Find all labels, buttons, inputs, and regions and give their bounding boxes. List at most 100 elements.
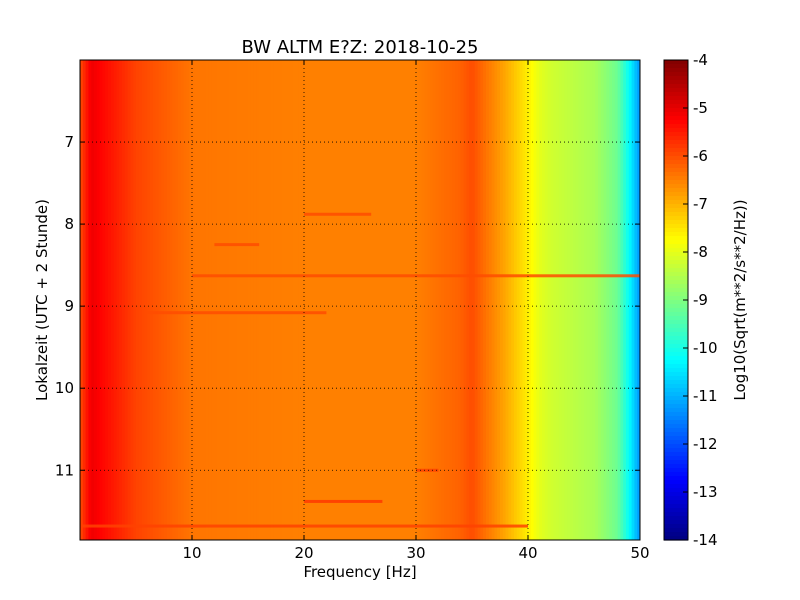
colorbar-segment [664, 420, 688, 425]
heatmap-column [623, 60, 627, 540]
colorbar-segment [664, 464, 688, 469]
colorbar-segment [664, 452, 688, 457]
colorbar-segment [664, 184, 688, 189]
colorbar-segment [664, 64, 688, 69]
colorbar-segment [664, 404, 688, 409]
colorbar-segment [664, 328, 688, 333]
heatmap-column [155, 60, 159, 540]
colorbar-segment [664, 456, 688, 461]
heatmap-column [318, 60, 322, 540]
colorbar-segment [664, 496, 688, 501]
heatmap-column [99, 60, 103, 540]
x-tick-label: 20 [294, 544, 313, 562]
heatmap-column [365, 60, 369, 540]
heatmap-column [256, 60, 260, 540]
heatmap-column [119, 60, 123, 540]
colorbar-segment [664, 524, 688, 529]
colorbar-segment [664, 208, 688, 213]
heatmap-column [304, 60, 308, 540]
x-tick-label: 50 [630, 544, 649, 562]
colorbar-segment [664, 288, 688, 293]
heatmap-column [180, 60, 185, 540]
heatmap-column [298, 60, 302, 540]
colorbar-segment [664, 144, 688, 149]
heatmap-column [360, 60, 364, 540]
colorbar-segment [664, 104, 688, 109]
colorbar-segment [664, 324, 688, 329]
heatmap-column [136, 60, 140, 540]
y-tick-label: 9 [64, 297, 74, 315]
y-tick-label: 8 [64, 215, 74, 233]
heatmap-column [486, 60, 490, 540]
heatmap-column [309, 60, 313, 540]
colorbar-segment [664, 368, 688, 373]
heatmap-column [578, 60, 582, 540]
heatmap-column [572, 60, 577, 540]
heatmap-column [631, 60, 635, 540]
heatmap-column [438, 60, 442, 540]
heatmap-column [584, 60, 588, 540]
heatmap-column [161, 60, 165, 540]
colorbar-segment [664, 200, 688, 205]
colorbar-segment [664, 112, 688, 117]
heatmap-column [497, 60, 501, 540]
heatmap-column [326, 60, 330, 540]
colorbar-segment [664, 332, 688, 337]
heatmap-column [533, 60, 537, 540]
colorbar-segment [664, 376, 688, 381]
heatmap-column [295, 60, 299, 540]
heatmap-column [558, 60, 563, 540]
heatmap-column [189, 60, 193, 540]
heatmap-column [245, 60, 249, 540]
heatmap-column [214, 60, 218, 540]
heatmap-column [432, 60, 437, 540]
heatmap-column [514, 60, 518, 540]
heatmap-column [127, 60, 131, 540]
colorbar-segment [664, 392, 688, 397]
colorbar-segment [664, 100, 688, 105]
colorbar-segment [664, 308, 688, 313]
heatmap-column [141, 60, 145, 540]
colorbar-tick-label: -13 [693, 483, 718, 501]
heatmap-column [231, 60, 235, 540]
colorbar-segment [664, 216, 688, 221]
colorbar-segment [664, 116, 688, 121]
colorbar-segment [664, 260, 688, 265]
colorbar-tick-label: -12 [693, 435, 718, 453]
heatmap-column [525, 60, 529, 540]
colorbar-segment [664, 500, 688, 505]
colorbar-segment [664, 96, 688, 101]
colorbar-segment [664, 76, 688, 81]
heatmap-column [511, 60, 515, 540]
colorbar-segment [664, 460, 688, 465]
heatmap-column [581, 60, 585, 540]
heatmap-column [85, 60, 89, 540]
heatmap-band [304, 212, 372, 216]
colorbar-segment [664, 344, 688, 349]
heatmap-column [150, 60, 154, 540]
heatmap-column [502, 60, 507, 540]
heatmap-column [463, 60, 467, 540]
heatmap-column [561, 60, 565, 540]
colorbar-segment [664, 440, 688, 445]
heatmap-column [248, 60, 252, 540]
colorbar-segment [664, 480, 688, 485]
heatmap-column [362, 60, 367, 540]
colorbar-segment [664, 188, 688, 193]
heatmap-column [172, 60, 176, 540]
heatmap-column [413, 60, 417, 540]
heatmap-column [343, 60, 347, 540]
heatmap-column [441, 60, 445, 540]
heatmap-column [183, 60, 187, 540]
heatmap-column [536, 60, 540, 540]
heatmap-column [340, 60, 344, 540]
heatmap-column [458, 60, 462, 540]
colorbar-segment [664, 528, 688, 533]
heatmap-column [595, 60, 599, 540]
heatmap-band [214, 243, 260, 247]
colorbar-tick-label: -6 [693, 147, 708, 165]
heatmap-column [427, 60, 431, 540]
colorbar-segment [664, 400, 688, 405]
y-axis-ticks: 7 8 9 10 11 [55, 133, 640, 479]
colorbar-segment [664, 220, 688, 225]
